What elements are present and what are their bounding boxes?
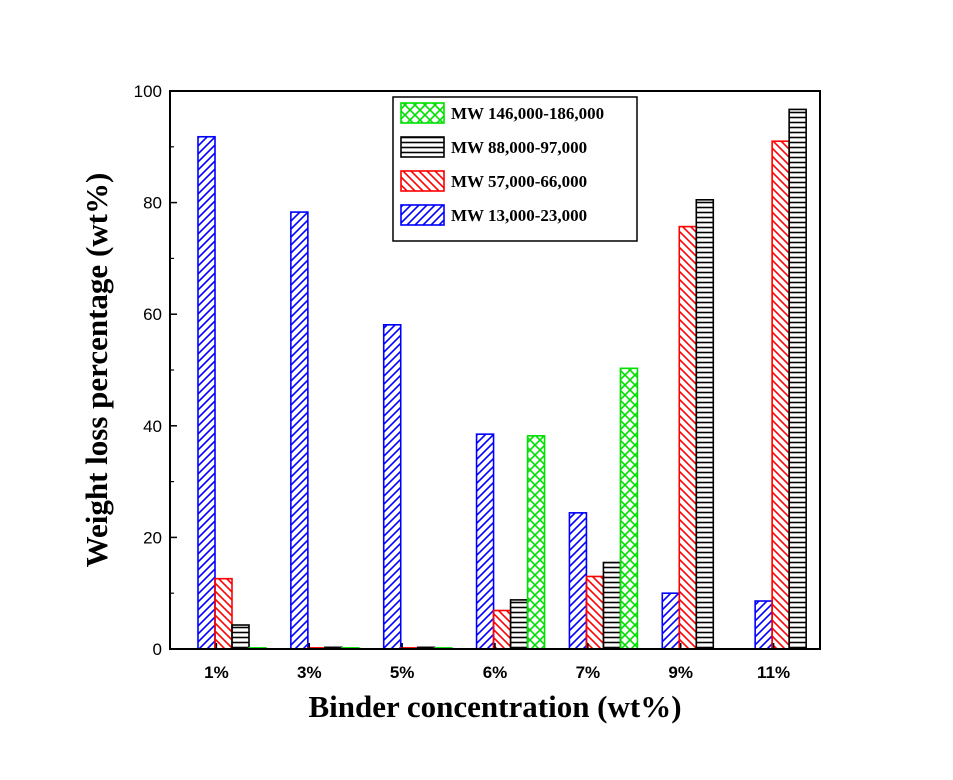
legend-swatch (400, 102, 445, 124)
y-tick-label: 20 (143, 528, 162, 547)
y-tick-label: 60 (143, 305, 162, 324)
bar-mw-57-000-66-000-1pct (214, 577, 233, 650)
bar-mw-13-000-23-000-5pct (382, 324, 402, 650)
x-category-label: 6% (483, 663, 508, 682)
bar-mw-146-000-186-000-7pct (619, 367, 639, 650)
bar-mw-88-000-97-000-9pct (695, 199, 715, 650)
legend-label: MW 88,000-97,000 (451, 138, 587, 157)
x-axis: 1% 3% 5% 6% 7% 9% 11% (204, 643, 790, 682)
y-axis-title: Weight loss percentage (wt%) (79, 173, 114, 568)
bar-mw-13-000-23-000-9pct (661, 592, 681, 650)
bar-mw-146-000-186-000-6pct (526, 435, 546, 650)
y-tick-label: 100 (134, 82, 162, 101)
y-axis: 0 20 40 60 80 100 (134, 82, 177, 659)
legend: MW 146,000-186,000 MW 88,000-97,000 MW 57,… (392, 96, 638, 242)
legend-label: MW 146,000-186,000 (451, 104, 604, 123)
bar-mw-88-000-97-000-6pct (509, 599, 529, 650)
bar-mw-57-000-66-000-11pct (771, 140, 790, 650)
legend-label: MW 57,000-66,000 (451, 172, 587, 191)
bar-mw-13-000-23-000-3pct (290, 211, 309, 650)
bar-mw-13-000-23-000-6pct (475, 433, 495, 650)
x-axis-title: Binder concentration (wt%) (308, 689, 681, 724)
y-tick-label: 0 (153, 640, 162, 659)
bar-mw-13-000-23-000-11pct (754, 600, 773, 650)
x-category-label: 1% (204, 663, 229, 682)
x-category-label: 7% (576, 663, 601, 682)
bar-mw-57-000-66-000-6pct (492, 609, 512, 650)
x-category-label: 3% (297, 663, 322, 682)
legend-swatch (400, 170, 445, 192)
bar-mw-57-000-66-000-7pct (585, 575, 605, 650)
y-tick-label: 40 (143, 417, 162, 436)
legend-swatch (400, 136, 445, 158)
x-category-label: 11% (757, 663, 790, 682)
bars-group (197, 108, 807, 650)
x-category-label: 5% (390, 663, 415, 682)
bar-mw-13-000-23-000-7pct (568, 512, 588, 650)
x-category-label: 9% (668, 663, 693, 682)
bar-mw-88-000-97-000-11pct (788, 108, 807, 650)
bar-mw-57-000-66-000-9pct (678, 225, 698, 650)
bar-mw-13-000-23-000-1pct (197, 135, 216, 650)
legend-label: MW 13,000-23,000 (451, 206, 587, 225)
bar-mw-88-000-97-000-1pct (231, 624, 250, 650)
bar-mw-88-000-97-000-7pct (602, 561, 622, 650)
y-tick-label: 80 (143, 194, 162, 213)
legend-swatch (400, 204, 445, 226)
